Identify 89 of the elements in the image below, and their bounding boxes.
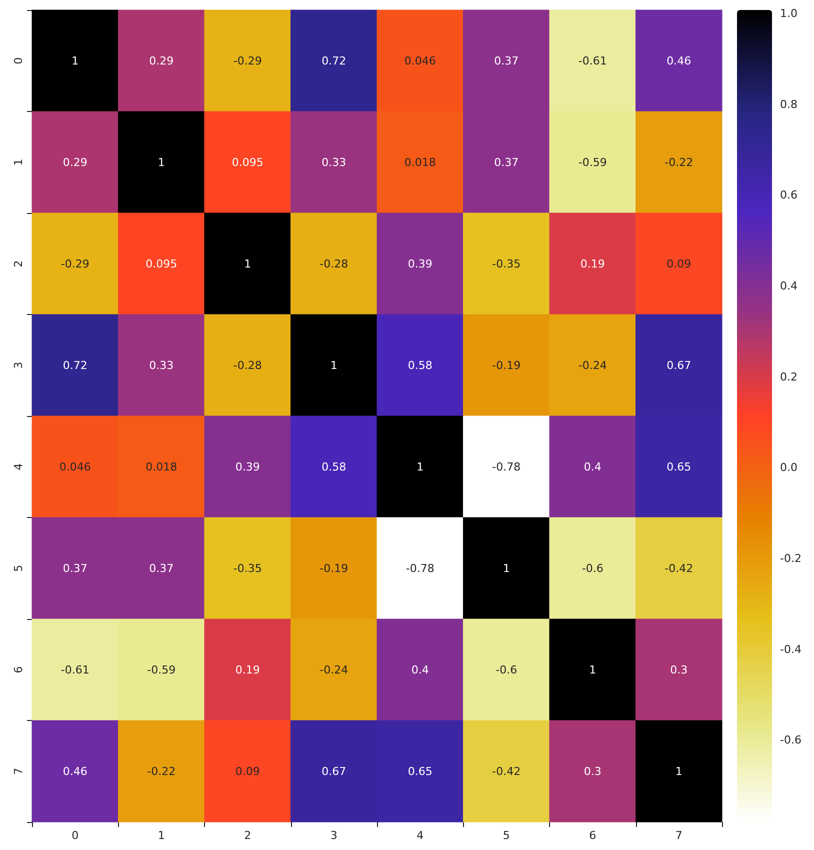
y-tick-label: 6 <box>12 666 25 674</box>
x-tick-label: 3 <box>330 829 338 842</box>
data-label: -0.61 <box>60 663 90 676</box>
color-bar-label: 0.4 <box>780 280 798 293</box>
x-tick-label: 4 <box>416 829 424 842</box>
data-label: 0.095 <box>232 156 264 169</box>
y-tick-label: 4 <box>12 463 25 470</box>
data-label: 0.37 <box>149 562 174 575</box>
data-label: 0.67 <box>666 358 692 372</box>
y-tick-label: 7 <box>12 768 25 775</box>
data-label: -0.42 <box>664 562 694 575</box>
data-label: 0.018 <box>404 156 436 169</box>
data-label: -0.35 <box>492 257 521 270</box>
data-label: -0.59 <box>578 156 607 169</box>
data-label: 0.33 <box>322 156 346 169</box>
y-tick-label: 1 <box>12 158 25 166</box>
y-tick-label: 2 <box>12 260 25 268</box>
data-label: 0.39 <box>408 257 432 270</box>
data-label: 1 <box>589 663 596 676</box>
x-tick-label: 1 <box>158 829 165 842</box>
data-label: 0.37 <box>494 156 519 169</box>
data-label: 0.4 <box>411 663 429 676</box>
data-label: -0.24 <box>320 663 348 676</box>
data-label: 0.19 <box>235 663 260 676</box>
data-label: 0.29 <box>62 156 88 169</box>
data-label: 1 <box>675 764 682 778</box>
data-label: 0.33 <box>149 358 174 372</box>
data-label: -0.28 <box>320 257 348 270</box>
data-label: -0.6 <box>582 562 604 575</box>
color-bar-label: 0.6 <box>780 188 798 202</box>
data-label: -0.24 <box>578 358 607 372</box>
data-label: -0.78 <box>406 562 434 575</box>
data-label: 0.09 <box>666 257 692 270</box>
data-label: 0.046 <box>59 460 91 474</box>
color-bar-label: -0.2 <box>780 552 802 566</box>
color-bar-label: 1.0 <box>780 7 798 20</box>
data-label: 1 <box>244 257 252 270</box>
data-label: -0.19 <box>492 358 521 372</box>
data-label: 0.39 <box>235 460 260 474</box>
data-label: 0.58 <box>322 460 346 474</box>
data-label: -0.22 <box>147 764 176 778</box>
data-label: 0.09 <box>235 764 260 778</box>
data-label: 0.46 <box>666 54 692 68</box>
data-label: -0.29 <box>233 54 262 68</box>
data-label: -0.42 <box>492 764 521 778</box>
data-label: 0.19 <box>580 257 605 270</box>
y-tick-label: 5 <box>12 564 25 572</box>
color-bar-label: -0.6 <box>780 734 802 747</box>
data-label: 0.046 <box>404 54 436 68</box>
data-label: 0.37 <box>62 562 88 575</box>
color-bar-label: 0.8 <box>780 98 798 111</box>
x-tick-label: 7 <box>675 829 682 842</box>
data-label: -0.19 <box>320 562 348 575</box>
data-label: 0.58 <box>408 358 432 372</box>
data-label: 0.3 <box>584 764 602 778</box>
x-tick-label: 0 <box>72 829 79 842</box>
data-label: 0.37 <box>494 54 519 68</box>
data-label: -0.29 <box>60 257 90 270</box>
data-label: 1 <box>158 156 165 169</box>
data-label: 0.018 <box>146 460 178 474</box>
data-label: 0.67 <box>322 764 346 778</box>
data-label: -0.59 <box>147 663 176 676</box>
data-label: 0.46 <box>62 764 88 778</box>
data-label: 1 <box>416 460 424 474</box>
y-tick-label: 0 <box>12 57 25 64</box>
data-label: 1 <box>330 358 338 372</box>
x-tick-label: 5 <box>502 829 510 842</box>
color-bar-label: 0.0 <box>780 461 798 474</box>
data-label: 0.29 <box>149 54 174 68</box>
y-tick-label: 3 <box>12 362 25 369</box>
data-label: 0.65 <box>408 764 432 778</box>
data-label: -0.78 <box>492 460 521 474</box>
data-label: -0.28 <box>233 358 262 372</box>
data-label: 0.3 <box>670 663 688 676</box>
data-label: 0.095 <box>146 257 178 270</box>
data-label: 1 <box>72 54 79 68</box>
color-bar-label: -0.4 <box>780 642 802 656</box>
data-label: 0.72 <box>62 358 88 372</box>
data-label: 0.65 <box>666 460 692 474</box>
data-label: -0.35 <box>233 562 262 575</box>
x-tick-label: 6 <box>589 829 596 842</box>
data-label: -0.61 <box>578 54 607 68</box>
data-label: -0.6 <box>496 663 518 676</box>
data-label: 0.4 <box>584 460 602 474</box>
data-label: 0.72 <box>322 54 346 68</box>
x-tick-label: 2 <box>244 829 252 842</box>
data-label: 1 <box>502 562 510 575</box>
color-bar-label: 0.2 <box>780 370 798 384</box>
data-label: -0.22 <box>664 156 694 169</box>
